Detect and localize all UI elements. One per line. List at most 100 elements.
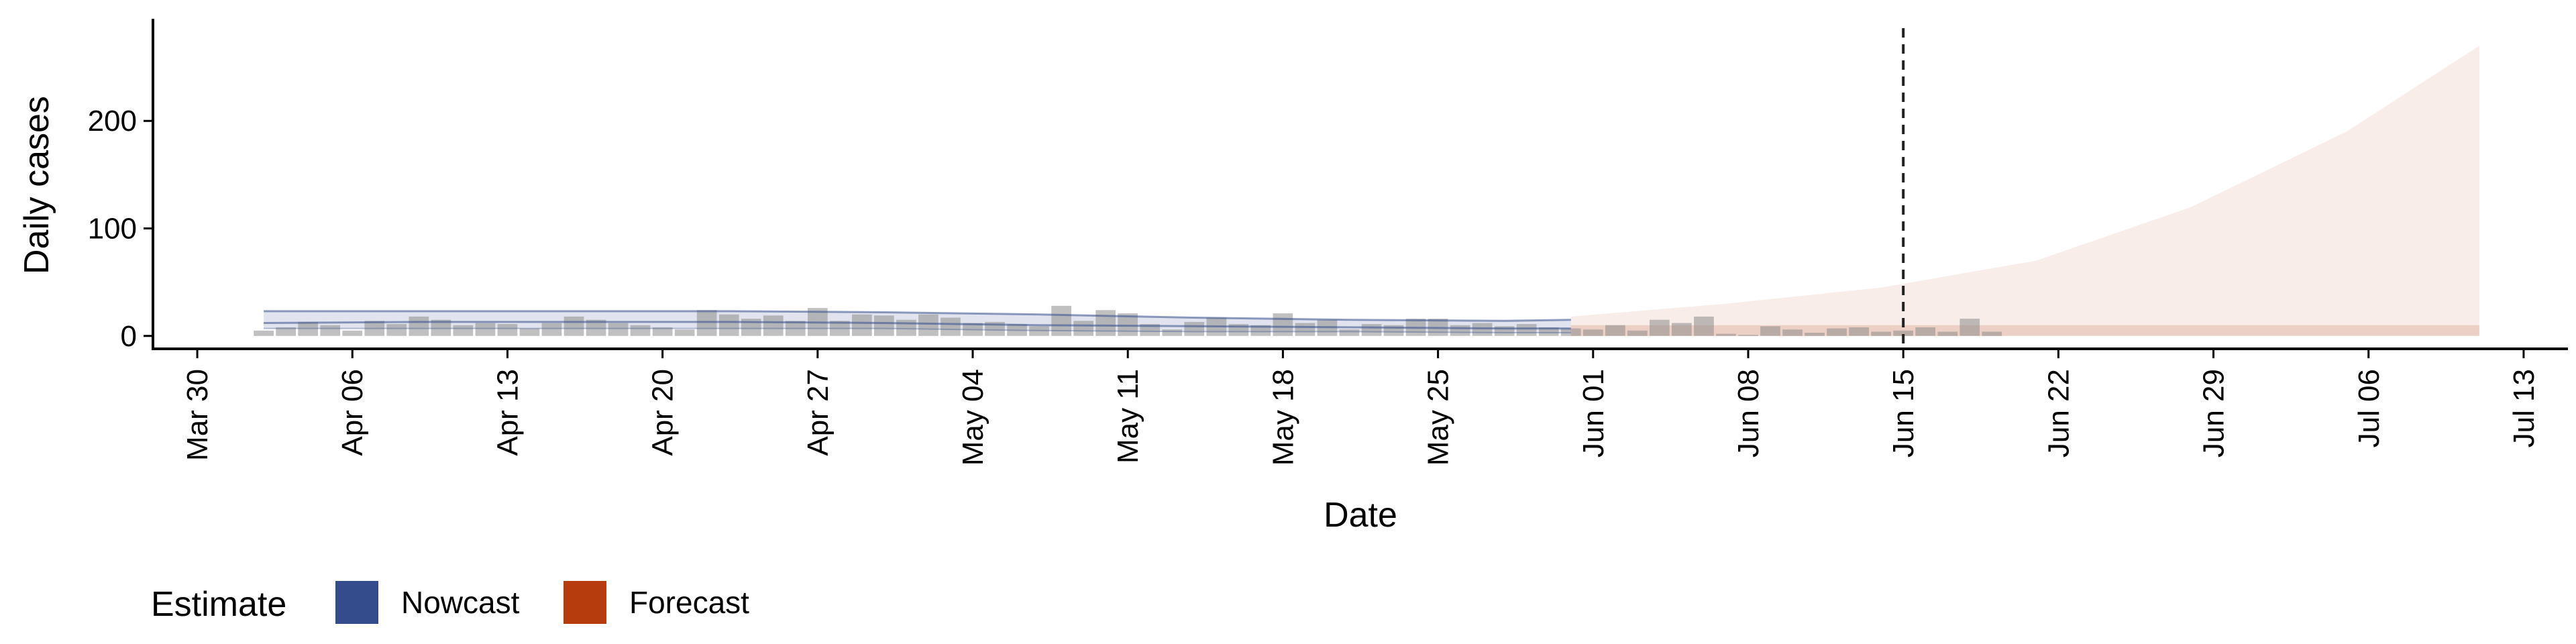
case-bar: [1738, 335, 1758, 336]
case-bar: [1295, 323, 1316, 336]
case-bar: [1672, 323, 1692, 336]
case-bar: [1650, 319, 1670, 336]
case-bar: [963, 323, 983, 336]
nowcast-upper-line: [264, 310, 1571, 322]
case-bar: [1582, 329, 1603, 336]
case-bar: [1627, 330, 1648, 336]
case-bar: [409, 316, 429, 336]
case-bar: [1560, 328, 1581, 336]
nowcast-median-line: [264, 321, 1571, 330]
case-bar: [276, 327, 296, 336]
case-bar: [386, 324, 407, 336]
case-bar: [918, 314, 938, 336]
case-bar: [1007, 324, 1027, 336]
case-bar: [785, 321, 806, 336]
x-tick-label: May 18: [1267, 369, 1299, 466]
case-bar: [1273, 313, 1293, 336]
case-bar: [1140, 324, 1161, 336]
case-bar: [1162, 329, 1183, 336]
legend-swatch-nowcast: [335, 581, 378, 624]
x-tick-label: May 25: [1422, 369, 1455, 466]
estimate-lines: [264, 310, 1571, 333]
case-bar: [674, 329, 695, 336]
case-bar: [630, 325, 651, 336]
case-bar: [1960, 319, 1980, 336]
case-bar: [342, 330, 363, 336]
case-bar: [254, 330, 274, 336]
y-tick-label: 0: [121, 320, 137, 353]
axes: 0 100 200 Mar 30 Apr 06 Apr 13 Apr 20 Apr 27 May…: [88, 19, 2568, 466]
legend-label-nowcast: Nowcast: [401, 585, 520, 620]
case-bar: [1472, 323, 1493, 336]
case-bar: [1915, 327, 1935, 336]
case-bar: [564, 316, 584, 336]
case-bar: [1716, 333, 1736, 336]
case-bar: [1361, 324, 1382, 336]
case-bar: [608, 323, 629, 336]
case-bar: [1782, 329, 1803, 336]
x-tick-label: Jun 08: [1732, 369, 1765, 458]
case-bar: [1849, 327, 1869, 336]
case-bar: [1073, 321, 1093, 336]
case-bar: [896, 319, 916, 336]
case-bar: [1095, 310, 1116, 336]
case-bar: [1827, 328, 1847, 336]
case-bar: [874, 315, 894, 336]
case-bar: [1605, 325, 1625, 336]
case-bar: [696, 310, 717, 336]
case-bar: [1184, 321, 1205, 336]
x-tick-label: Jul 13: [2508, 369, 2540, 447]
case-bar: [320, 325, 341, 336]
case-bar: [1250, 325, 1271, 336]
case-bar: [652, 327, 673, 336]
x-tick-label: Apr 27: [802, 369, 835, 456]
x-tick-label: May 11: [1112, 369, 1144, 464]
case-bar: [1871, 331, 1891, 336]
forecast-outer-ribbon: [1570, 46, 2479, 336]
legend: Estimate Nowcast Forecast: [151, 581, 749, 624]
x-tick-label: Apr 13: [491, 369, 524, 456]
case-bar: [364, 321, 385, 336]
case-bar: [497, 324, 518, 336]
case-bar: [1760, 326, 1780, 336]
x-axis-title: Date: [1324, 496, 1397, 535]
y-tick-label: 200: [88, 105, 137, 138]
x-tick-label: Apr 06: [336, 369, 369, 456]
case-bar: [1029, 326, 1049, 336]
x-tick-label: Mar 30: [181, 369, 214, 461]
case-bar: [941, 317, 961, 336]
case-bar: [1051, 305, 1071, 336]
nowcast-lower-line: [264, 327, 1571, 333]
case-bar: [718, 314, 739, 336]
case-bar: [1339, 329, 1360, 336]
case-bar: [1450, 325, 1470, 336]
legend-title: Estimate: [151, 585, 286, 624]
x-tick-label: May 04: [957, 369, 989, 466]
case-bar: [1805, 333, 1825, 336]
case-bar: [519, 328, 540, 336]
legend-label-forecast: Forecast: [629, 585, 749, 620]
case-bar: [475, 323, 496, 336]
case-bar: [763, 315, 784, 336]
case-bar: [453, 325, 474, 336]
x-tick-label: Jul 06: [2353, 369, 2385, 447]
case-bar: [1937, 331, 1958, 336]
x-tick-label: Jun 29: [2198, 369, 2231, 458]
estimate-ribbons: [264, 46, 2479, 336]
case-bar: [852, 314, 872, 336]
case-bar: [830, 321, 850, 336]
case-bar: [1893, 330, 1913, 336]
x-tick-label: Jun 22: [2042, 369, 2075, 458]
case-bar: [541, 323, 562, 336]
case-bar: [1982, 331, 2002, 336]
x-tick-label: Jun 01: [1577, 369, 1610, 458]
x-tick-label: Apr 20: [647, 369, 680, 456]
case-bar: [1694, 316, 1714, 336]
case-bar: [1516, 324, 1537, 336]
y-axis-title: Daily cases: [17, 96, 56, 274]
case-bar: [298, 321, 318, 336]
x-tick-label: Jun 15: [1887, 369, 1920, 458]
y-tick-label: 100: [88, 213, 137, 246]
legend-swatch-forecast: [564, 581, 606, 624]
